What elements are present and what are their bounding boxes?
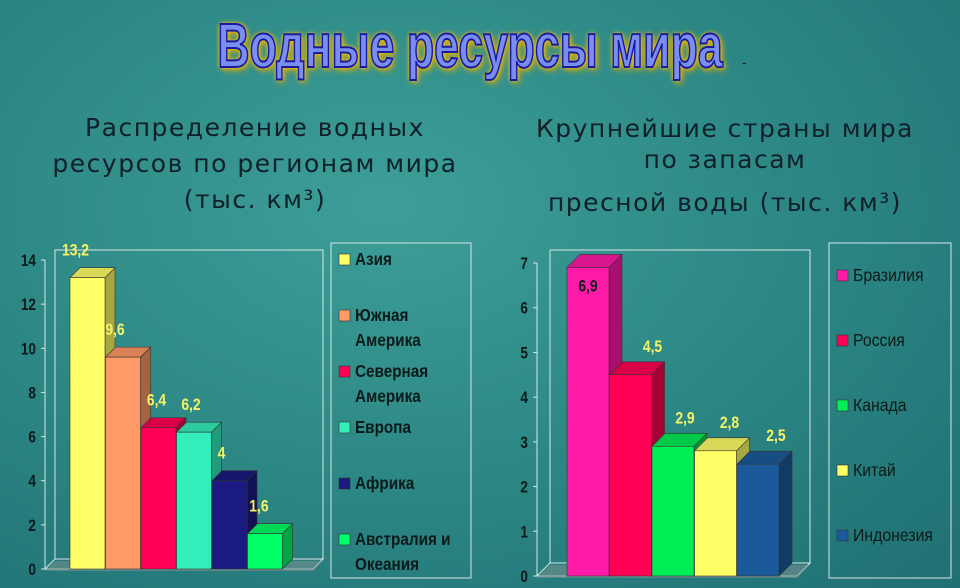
left-chart-y-tick-label: 4 [28,472,36,491]
right-chart-bar-4 [693,437,751,577]
left-chart-bar-front [140,427,177,570]
right-chart-y-tick-label: 7 [520,255,528,274]
left-chart-legend-label: Америка [355,330,421,350]
right-chart-legend-label: Китай [853,460,896,480]
left-chart-y-tick-label: 14 [21,252,37,271]
left-chart-legend-swatch [338,477,351,490]
left-chart-title-line-1: Распределение водных [85,113,425,142]
left-chart-data-label: 6,4 [147,392,167,411]
left-chart-legend-label: Азия [355,249,392,269]
left-chart-legend-label: Африка [355,473,415,493]
right-chart-y-tick-label: 1 [520,523,528,542]
left-chart-bar-front [247,533,283,570]
right-chart-data-label: 6,9 [578,277,598,296]
right-chart-y-tick-label: 4 [520,389,528,408]
right-chart-title: Крупнейшие страны мира по запасам пресно… [515,113,935,218]
right-chart-y-tick-label: 6 [520,299,528,318]
right-chart-legend-swatch [836,529,849,542]
right-chart-y-tick-label: 2 [520,478,528,497]
right-chart-y-tick-label: 3 [520,434,528,453]
left-chart-legend-label: Европа [355,417,412,437]
right-chart-data-label: 2,5 [766,427,786,446]
left-chart-data-label: 13,2 [62,241,89,260]
right-chart-bar-side [778,450,793,577]
right-chart-legend-label: Бразилия [853,265,924,285]
dash-mark: - [742,54,747,70]
left-chart-y-tick-label: 10 [21,340,36,359]
left-chart-legend-label: Океания [355,554,419,574]
left-chart-y-tick-label: 0 [28,561,36,580]
left-chart-title: Распределение водных ресурсов по региона… [20,110,490,218]
right-chart-legend-swatch [836,269,849,282]
left-chart-y-tick-label: 6 [28,428,36,447]
main-title: Водные ресурсы мира [217,11,724,82]
right-chart-bar-front [736,463,780,577]
right-chart-bar-front [651,446,695,577]
right-chart-bar-front [566,267,610,577]
left-chart-y-tick-label: 8 [28,384,36,403]
right-chart-data-label: 4,5 [643,338,663,357]
right-chart-bar-5 [736,450,793,577]
left-chart-legend-label: Америка [355,386,421,406]
left-chart-title-line-3: (тыс. км³) [183,185,327,214]
left-chart-legend [330,242,472,579]
left-chart-legend-swatch [338,253,351,266]
left-chart-y-tick-label: 2 [28,517,36,536]
right-chart-legend-label: Индонезия [853,525,933,545]
left-chart-legend-swatch [338,309,351,322]
right-chart-title-line-2: по запасам [643,145,807,174]
right-chart-title-line-1: Крупнейшие страны мира [535,114,914,143]
left-chart-bar-front [69,277,106,570]
left-chart-bar-6 [246,522,294,570]
right-chart-y-tick-label: 5 [520,344,528,363]
left-chart-title-line-2: ресурсов по регионам мира [52,149,458,178]
right-chart-data-label: 2,8 [720,414,740,433]
left-chart-legend-swatch [338,365,351,378]
left-chart-bar-4 [175,421,223,570]
left-chart-data-label: 1,6 [249,497,269,516]
right-chart-legend-swatch [836,334,849,347]
right-chart-y-tick-label: 0 [520,568,528,587]
right-chart-data-label: 2,9 [675,409,695,428]
left-chart-legend-label: Австралия и [355,529,451,549]
left-chart-bar-front [105,356,141,570]
right-chart-legend-swatch [836,399,849,412]
left-chart-legend-swatch [338,533,351,546]
left-chart-data-label: 9,6 [105,321,125,340]
left-chart-legend-label: Северная [355,361,428,381]
right-chart-legend-label: Канада [853,395,907,415]
left-chart-data-label: 4 [218,444,226,463]
left-chart-data-label: 6,2 [181,396,201,415]
right-chart-legend-label: Россия [853,330,905,350]
right-chart-legend-swatch [836,464,849,477]
left-chart-bar-front [176,431,212,570]
right-chart-title-line-3: пресной воды (тыс. км³) [547,188,903,217]
right-chart-legend [828,242,952,579]
left-chart-y-tick-label: 12 [21,296,36,315]
left-chart-bar-front [211,480,248,570]
right-chart-bar-front [694,450,737,577]
left-chart-legend-swatch [338,421,351,434]
right-chart-bar-front [609,374,652,577]
left-chart-legend-label: Южная [355,305,408,325]
